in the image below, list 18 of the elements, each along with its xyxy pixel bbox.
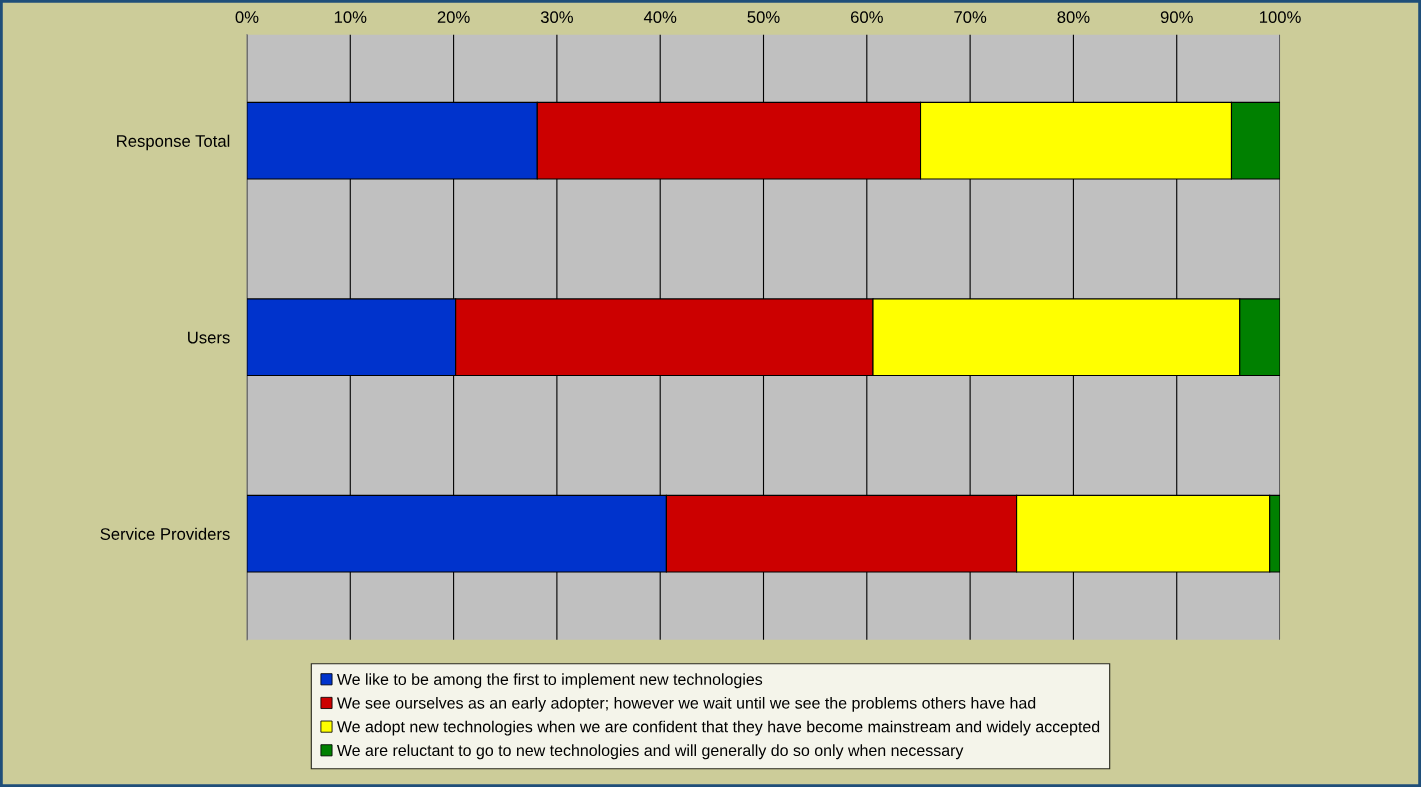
y-tick-label: Service Providers <box>100 527 230 540</box>
x-tick-label: 20% <box>437 11 470 23</box>
x-tick-label: 70% <box>954 11 987 23</box>
x-tick-label: 50% <box>747 11 780 23</box>
x-tick-label: 100% <box>1260 11 1301 23</box>
x-tick-label: 90% <box>1160 11 1193 23</box>
legend-label: We see ourselves as an early adopter; however we wait until we see the problems others have had <box>336 696 1036 712</box>
x-tick-label: 30% <box>540 11 573 23</box>
x-tick-label: 10% <box>334 11 367 23</box>
legend-label: We are reluctant to go to new technologies and will generally do so only when necessary <box>336 744 964 760</box>
legend-label: We like to be among the first to implement new technologies <box>336 673 763 689</box>
x-tick-label: 60% <box>850 11 883 23</box>
y-tick-label: Users <box>188 331 230 344</box>
x-tick-label: 40% <box>643 11 677 23</box>
x-tick-label: 80% <box>1057 11 1090 23</box>
x-tick-label: 0% <box>235 11 259 23</box>
y-tick-label: Response Total <box>117 134 230 151</box>
legend-label: We adopt new technologies when we are confident that they have become mainstream and widely accepted <box>336 720 1100 736</box>
